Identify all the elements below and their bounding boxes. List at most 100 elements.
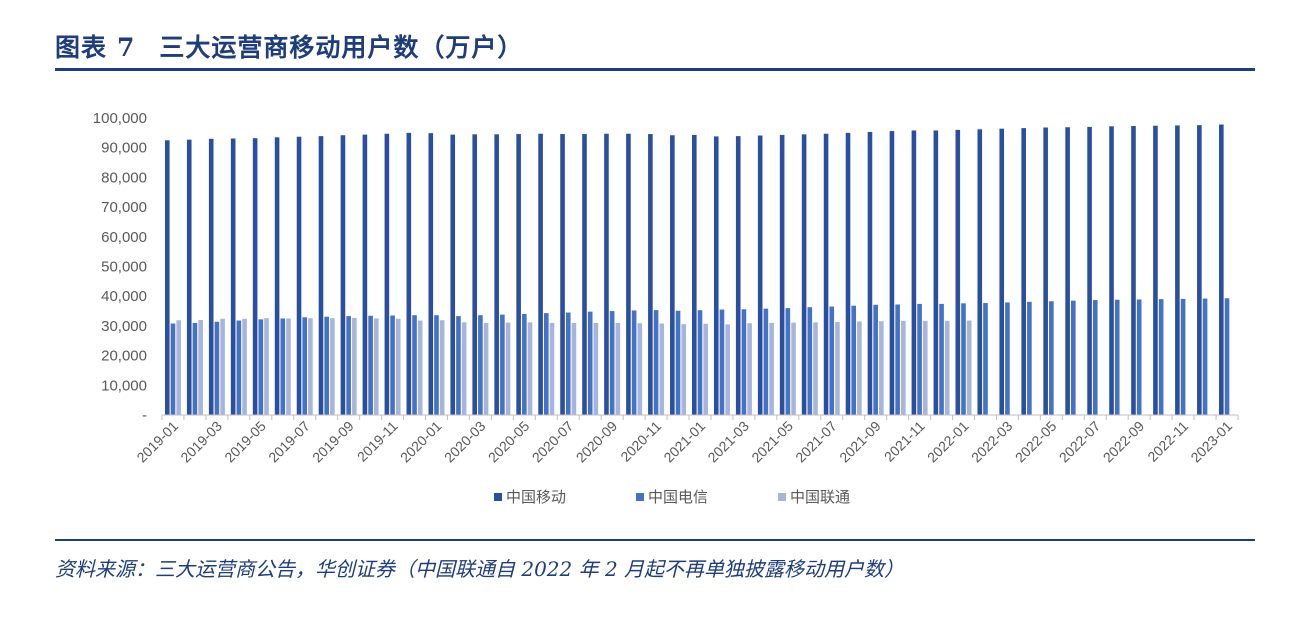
bar	[587, 311, 593, 415]
bar	[911, 130, 917, 415]
legend-swatch	[494, 493, 502, 501]
bar	[807, 307, 813, 415]
bar	[626, 133, 631, 416]
bar	[220, 318, 225, 415]
bar	[917, 303, 922, 415]
bar	[670, 135, 675, 416]
bar	[895, 304, 900, 415]
bar	[763, 308, 769, 415]
bar	[505, 322, 511, 415]
bar	[176, 320, 181, 415]
bar	[879, 321, 884, 415]
x-tick-label: 2022-07	[1056, 418, 1104, 466]
bar	[549, 322, 555, 415]
bar	[1175, 125, 1180, 416]
bar	[1027, 301, 1032, 415]
bar	[867, 131, 873, 415]
figure-label: 图表	[55, 33, 108, 62]
y-tick-label: 100,000	[93, 110, 147, 127]
bar	[785, 308, 791, 415]
x-tick-label: 2022-11	[1144, 418, 1191, 465]
x-axis: 2019-012019-032019-052019-072019-092019-…	[133, 414, 1239, 466]
bar	[703, 323, 708, 415]
x-tick-label: 2022-05	[1012, 418, 1060, 466]
bar	[186, 139, 192, 415]
bar	[851, 305, 857, 415]
legend-label: 中国联通	[790, 489, 850, 506]
bar	[450, 134, 456, 415]
bar	[208, 138, 214, 415]
bar	[813, 322, 818, 415]
bar	[637, 323, 643, 415]
bar	[615, 322, 621, 415]
x-tick-label: 2019-05	[221, 418, 269, 466]
bar	[478, 315, 483, 415]
bar	[735, 136, 741, 415]
bar	[264, 318, 269, 415]
bar	[719, 309, 725, 415]
legend-label: 中国电信	[648, 489, 708, 506]
bar	[741, 309, 747, 415]
bar	[346, 316, 351, 415]
bar	[258, 319, 264, 415]
bar	[395, 318, 401, 415]
bar	[1065, 127, 1070, 416]
bar	[164, 140, 170, 415]
figure-number: 7	[117, 33, 136, 62]
x-tick-label: 2022-09	[1100, 418, 1148, 466]
bar	[1071, 300, 1076, 415]
bar	[725, 324, 730, 415]
bar	[604, 133, 609, 416]
x-tick-label: 2020-03	[441, 418, 489, 466]
bar	[543, 313, 549, 415]
bar	[999, 128, 1005, 415]
bar	[1202, 298, 1208, 415]
bar	[1197, 125, 1202, 415]
bar	[352, 317, 357, 415]
bar	[653, 310, 659, 415]
legend-swatch	[636, 493, 644, 501]
legend-label: 中国移动	[506, 489, 566, 506]
bar	[1109, 126, 1114, 415]
bar	[1092, 300, 1098, 415]
bar	[873, 304, 878, 415]
x-tick-label: 2019-11	[354, 418, 401, 465]
bar	[835, 322, 840, 415]
bar	[374, 318, 379, 415]
bar	[1153, 125, 1158, 415]
x-tick-label: 2020-11	[617, 418, 664, 465]
x-tick-label: 2023-01	[1187, 418, 1235, 466]
bar	[324, 316, 329, 415]
bar	[983, 303, 988, 415]
x-tick-label: 2019-01	[133, 418, 181, 466]
bar	[857, 321, 862, 415]
bar	[889, 131, 895, 415]
bar	[829, 306, 835, 415]
x-tick-label: 2020-01	[397, 418, 445, 466]
bar	[302, 317, 308, 415]
bar	[483, 322, 489, 415]
bar	[593, 322, 599, 415]
y-tick-label: 30,000	[101, 318, 147, 335]
bar	[571, 322, 577, 415]
bar	[362, 134, 368, 415]
bar	[681, 324, 687, 415]
bar	[560, 134, 565, 415]
bar	[439, 320, 445, 415]
bar	[779, 134, 785, 415]
x-tick-label: 2021-11	[881, 418, 928, 465]
bar	[933, 130, 939, 415]
bar	[1136, 299, 1142, 415]
bar	[565, 312, 571, 415]
x-tick-label: 2021-03	[704, 418, 752, 466]
x-tick-label: 2019-07	[265, 418, 313, 466]
bar	[944, 320, 950, 415]
bar	[713, 136, 719, 415]
bar	[412, 315, 417, 415]
bar	[417, 320, 423, 415]
title-divider	[55, 68, 1255, 71]
chart-title: 三大运营商移动用户数（万户）	[159, 33, 524, 62]
bar	[1005, 302, 1010, 415]
x-tick-label: 2021-07	[792, 418, 840, 466]
bar	[939, 303, 944, 415]
